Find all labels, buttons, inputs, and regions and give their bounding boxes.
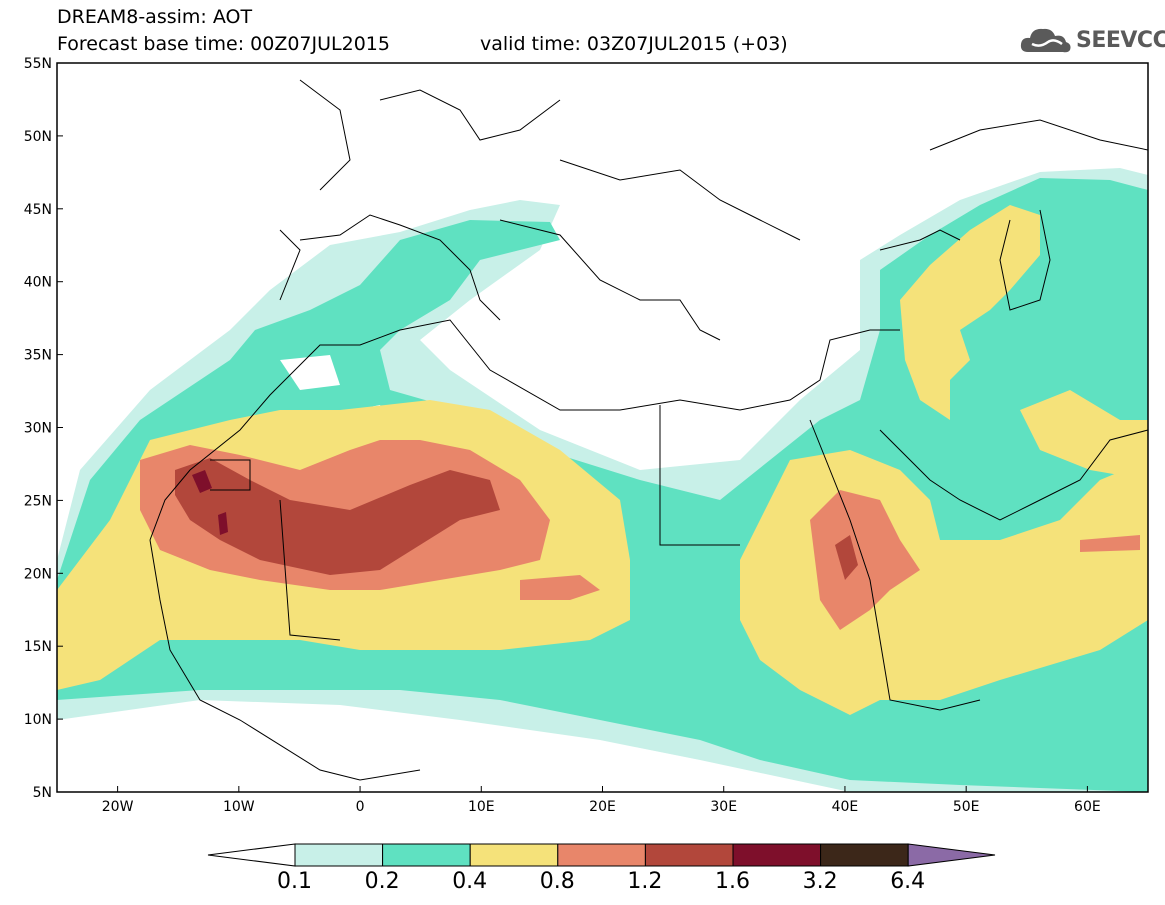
colorbar-label: 0.4 [452, 869, 488, 894]
colorbar-label: 3.2 [802, 869, 838, 894]
lat-label: 15N [24, 639, 52, 655]
lon-label: 10E [468, 799, 495, 815]
lon-label: 30E [710, 799, 737, 815]
lon-label: 20E [589, 799, 616, 815]
logo-text: SEEVCCC [1076, 28, 1165, 53]
lat-label: 35N [24, 348, 52, 364]
lat-label: 25N [24, 493, 52, 509]
seevccc-logo: SEEVCCC [1018, 22, 1165, 58]
aot-contour-1.6 [192, 470, 212, 493]
colorbar-low-arrow [207, 843, 296, 867]
lon-label: 60E [1074, 799, 1101, 815]
colorbar-box [557, 843, 646, 867]
lon-label: 50E [953, 799, 980, 815]
colorbar-label: 0.1 [277, 869, 312, 894]
colorbar-label: 1.2 [627, 869, 663, 894]
lat-label: 30N [24, 421, 52, 437]
colorbar-label: 0.8 [539, 869, 575, 894]
colorbar-box [644, 843, 734, 867]
lat-label: 10N [24, 712, 52, 728]
valid-time: valid time: 03Z07JUL2015 (+03) [480, 33, 788, 55]
forecast-base-time: Forecast base time: 00Z07JUL2015 [57, 33, 390, 55]
colorbar-label: 1.6 [715, 869, 750, 894]
lon-label: 10W [223, 799, 255, 815]
lat-label: 20N [24, 566, 52, 582]
lon-label: 20W [102, 799, 134, 815]
lon-label: 0 [356, 799, 365, 815]
axis-ticks: 55N 50N 45N 40N 35N 30N 25N 20N 15N 10N 5N 20W 10W 0 1… [24, 56, 1101, 815]
coastlines [149, 79, 1148, 781]
colorbar-high-arrow [907, 843, 996, 867]
lat-label: 55N [24, 56, 52, 72]
colorbar-box [382, 843, 471, 867]
lat-label: 45N [24, 202, 52, 218]
cloud-logo-icon [1020, 28, 1071, 53]
lat-label: 40N [24, 275, 52, 291]
colorbar-label: 6.4 [890, 869, 926, 894]
colorbar-box [294, 843, 384, 867]
colorbar-box [469, 843, 559, 867]
aot-field [57, 63, 1148, 792]
map-title: DREAM8-assim: AOT [57, 6, 253, 28]
colorbar-box [732, 843, 822, 867]
colorbar-box [820, 843, 909, 867]
colorbar-label: 0.2 [364, 869, 400, 894]
lat-label: 5N [33, 785, 52, 801]
lon-label: 40E [832, 799, 859, 815]
lat-label: 50N [24, 129, 52, 145]
aot-contour-1.2 [175, 458, 500, 575]
